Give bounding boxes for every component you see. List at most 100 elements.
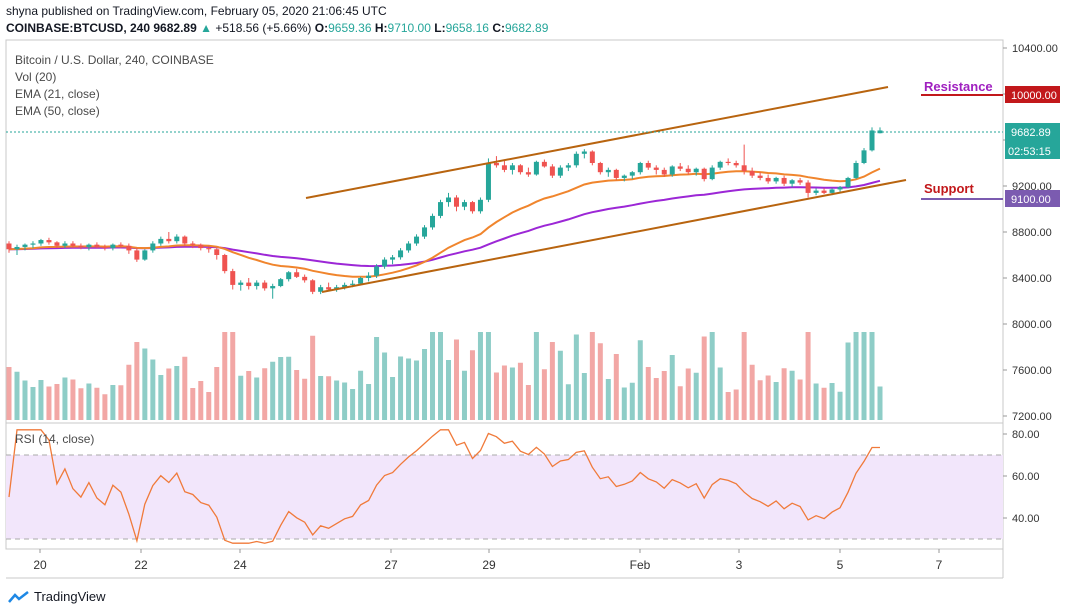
volume-legend: Vol (20): [15, 70, 57, 84]
resistance-price-tag: [1005, 86, 1060, 103]
volume-bar: [430, 332, 436, 420]
candle-body: [781, 177, 787, 184]
volume-bar: [78, 388, 84, 420]
volume-bar: [398, 356, 404, 420]
change-value: +518.56 (+5.66%): [215, 21, 312, 35]
candle-body: [134, 250, 140, 260]
candle-body: [629, 172, 635, 176]
time-tick-label: 29: [482, 558, 496, 572]
volume-bar: [709, 332, 715, 420]
candle-body: [278, 279, 284, 287]
price-tick-label: 10400.00: [1012, 43, 1058, 55]
candle-body: [38, 240, 44, 244]
time-tick-label: 27: [384, 558, 398, 572]
price-tick-label: 8000.00: [1012, 319, 1052, 331]
price-tick-label: 7600.00: [1012, 365, 1052, 377]
volume-bar: [741, 332, 747, 420]
volume-bar: [677, 386, 683, 420]
support-price-tag: [1005, 190, 1060, 207]
volume-bar: [461, 370, 467, 420]
upper-trendline[interactable]: [305, 86, 889, 199]
candle-body: [270, 286, 276, 289]
tradingview-footer[interactable]: TradingView: [8, 589, 106, 604]
rsi-axis: 80.00 60.00 40.00: [1003, 429, 1040, 525]
volume-bar: [110, 385, 116, 420]
volume-bar: [390, 377, 396, 420]
volume-bar: [613, 354, 619, 420]
volume-bar: [749, 364, 755, 420]
candle-body: [246, 282, 252, 287]
volume-bar: [485, 332, 491, 420]
candle-body: [422, 227, 428, 237]
volume-bar: [573, 334, 579, 420]
candle-body: [230, 271, 236, 285]
open-value: 9659.36: [328, 21, 372, 35]
candle-body: [813, 190, 819, 193]
candle-body: [573, 153, 579, 166]
time-tick-label: 24: [233, 558, 247, 572]
candle-body: [382, 259, 388, 267]
price-tick-label: 8400.00: [1012, 273, 1052, 285]
low-label: L:: [434, 21, 446, 35]
volume-bars: [6, 332, 883, 420]
volume-bar: [190, 388, 196, 420]
volume-bar: [653, 378, 659, 420]
candle-body: [805, 182, 811, 193]
volume-bar: [6, 367, 12, 420]
volume-bar: [725, 392, 731, 420]
candle-body: [501, 165, 507, 170]
volume-bar: [270, 361, 276, 420]
candle-body: [565, 165, 571, 168]
candle-body: [406, 243, 412, 251]
volume-bar: [805, 332, 811, 420]
candle-body: [262, 282, 268, 289]
candle-body: [869, 130, 875, 151]
volume-bar: [565, 384, 571, 420]
volume-bar: [629, 382, 635, 420]
high-label: H:: [374, 21, 388, 35]
volume-bar: [685, 368, 691, 420]
volume-bar: [797, 379, 803, 420]
volume-bar: [861, 332, 867, 420]
candle-body: [318, 287, 324, 292]
volume-bar: [837, 391, 843, 420]
candle-body: [14, 246, 20, 250]
volume-bar: [789, 370, 795, 420]
volume-bar: [661, 371, 667, 420]
candle-body: [821, 190, 827, 193]
volume-bar: [765, 375, 771, 420]
candle-body: [589, 151, 595, 163]
close-value: 9682.89: [504, 21, 549, 35]
volume-bar: [326, 376, 332, 420]
ema-lines: [8, 167, 881, 278]
candle-body: [302, 276, 308, 281]
volume-bar: [581, 373, 587, 420]
rsi-band: [6, 455, 1003, 539]
candle-body: [206, 248, 212, 250]
volume-bar: [781, 368, 787, 420]
volume-bar: [46, 386, 52, 420]
candle-body: [174, 236, 180, 242]
lower-trendline[interactable]: [321, 179, 907, 293]
candle-body: [621, 175, 627, 178]
volume-bar: [222, 332, 228, 420]
volume-bar: [853, 332, 859, 420]
volume-bar: [358, 370, 364, 420]
volume-bar: [230, 332, 236, 420]
candle-body: [150, 243, 156, 251]
candle-body: [238, 282, 244, 285]
time-axis: 20 22 24 27 29 Feb 3 5 7: [33, 549, 943, 572]
candlesticks: [6, 127, 883, 299]
time-tick-label: 20: [33, 558, 47, 572]
volume-bar: [30, 387, 36, 420]
volume-bar: [453, 339, 459, 420]
rsi-tick-label: 40.00: [1012, 513, 1040, 525]
price-tick-label: 8800.00: [1012, 227, 1052, 239]
volume-bar: [845, 342, 851, 420]
volume-bar: [477, 332, 483, 420]
candle-body: [677, 166, 683, 169]
support-annotation: Support: [924, 181, 974, 196]
candle-body: [605, 169, 611, 173]
candle-body: [829, 189, 835, 193]
